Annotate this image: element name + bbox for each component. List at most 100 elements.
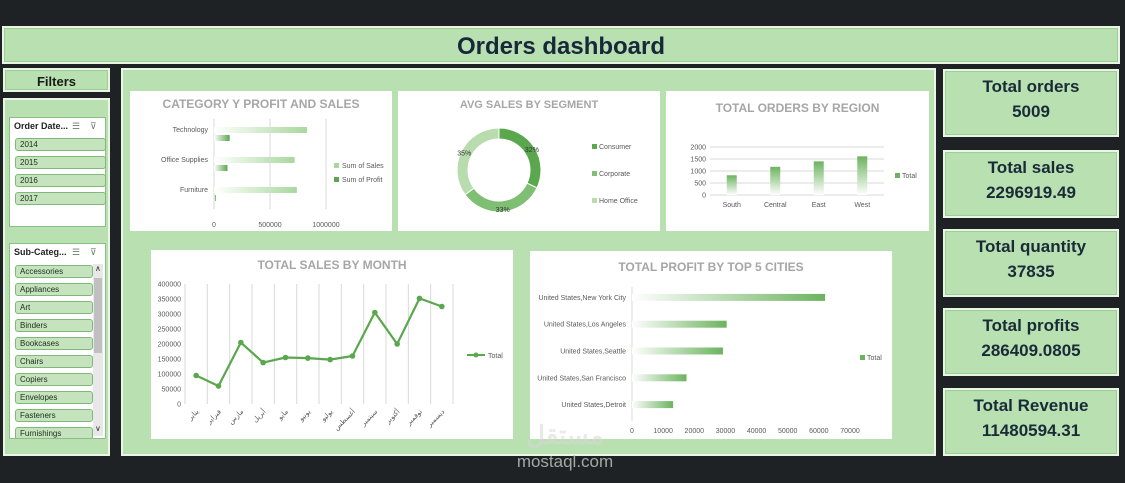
watermark-text: mostaql.com <box>516 452 614 471</box>
legend-swatch <box>334 163 339 168</box>
y-tick-label: 1000 <box>690 169 706 176</box>
y-tick-label: 0 <box>702 193 706 200</box>
cities-chart-card[interactable]: TOTAL PROFIT BY TOP 5 CITIES 0 10000 20000… <box>530 251 892 439</box>
data-point <box>372 309 378 316</box>
multi-select-icon[interactable]: ☰ <box>72 121 81 131</box>
kpi-label: Total Revenue <box>973 396 1089 415</box>
slicer-item-appliances[interactable]: Appliances <box>15 283 93 296</box>
y-tick-label: 250000 <box>158 327 181 334</box>
category-chart-title: CATEGORY Y PROFIT AND SALES <box>162 97 360 111</box>
slicer-item-2016[interactable]: 2016 <box>15 174 106 187</box>
x-tick-label: مارس <box>227 408 245 426</box>
x-tick-label: يونيو <box>297 408 312 423</box>
slicer-item-bookcases[interactable]: Bookcases <box>15 337 93 350</box>
page-title: Orders dashboard <box>456 33 666 60</box>
bar-city <box>632 374 687 382</box>
slicer-item-art[interactable]: Art <box>15 301 93 314</box>
bar-city <box>632 320 727 328</box>
clear-filter-icon[interactable]: ⊽ <box>90 121 97 131</box>
x-tick-label: Central <box>764 202 787 209</box>
legend-swatch <box>895 173 900 178</box>
bar-city <box>632 347 723 355</box>
monthly-sales-chart-card[interactable]: TOTAL SALES BY MONTH 0 50000 100000 150000 2… <box>151 250 513 439</box>
slicer-item-2017[interactable]: 2017 <box>15 192 106 205</box>
segment-chart-card[interactable]: AVG SALES BY SEGMENT 32% 33% 35% Consumer Co… <box>398 91 660 231</box>
watermark-logo: مستقل <box>526 420 604 450</box>
multi-select-icon[interactable]: ☰ <box>72 247 81 257</box>
clear-filter-icon[interactable]: ⊽ <box>90 247 97 257</box>
slicer-item-2015[interactable]: 2015 <box>15 156 106 169</box>
y-tick-label: United States,Seattle <box>560 349 626 356</box>
bar-sum-of-profit <box>214 195 217 201</box>
x-tick-label: 0 <box>212 222 216 229</box>
y-tick-label: 350000 <box>158 297 181 304</box>
bar-sum-of-profit <box>214 165 228 171</box>
y-tick-label: Office Supplies <box>161 157 208 164</box>
scroll-up-icon[interactable]: ∧ <box>95 264 101 273</box>
data-point <box>349 353 356 359</box>
x-tick-label: يوليو <box>319 408 335 424</box>
x-tick-label: 500000 <box>258 222 281 229</box>
scroll-down-icon[interactable]: ∨ <box>95 424 101 433</box>
region-chart: 0 500 1000 1500 2000 South Central East West Tota… <box>690 145 917 210</box>
kpi-value: 11480594.31 <box>981 421 1081 440</box>
x-tick-label: 20000 <box>685 428 705 435</box>
x-tick-label: 10000 <box>653 428 673 435</box>
data-point <box>282 354 289 361</box>
legend-swatch <box>592 144 597 149</box>
region-chart-card[interactable]: TOTAL ORDERS BY REGION 0 500 1000 1500 2000 S… <box>666 91 929 231</box>
data-label: 35% <box>457 150 471 157</box>
kpi-total-quantity: Total quantity 37835 <box>943 229 1119 297</box>
slicer-item-2014[interactable]: 2014 <box>15 138 106 151</box>
watermark: مستقل mostaql.com <box>470 420 660 471</box>
data-label: 32% <box>525 147 539 154</box>
kpi-value: 286409.0805 <box>981 341 1081 360</box>
x-tick-label: أكتوبر <box>382 406 402 426</box>
legend-label: Total <box>902 173 917 180</box>
bar-city <box>632 401 674 409</box>
slicer-item-envelopes[interactable]: Envelopes <box>15 391 93 404</box>
scrollbar-thumb[interactable] <box>94 278 102 353</box>
legend-label: Home Office <box>599 198 638 205</box>
cities-chart: 0 10000 20000 30000 40000 50000 60000 70000 Unit… <box>537 287 882 435</box>
bar-sum-of-profit <box>214 135 230 141</box>
category-chart: 0 500000 1000000 Technology Office Supplies F… <box>161 119 384 229</box>
y-tick-label: United States,San Francisco <box>537 375 626 382</box>
y-tick-label: 500 <box>694 181 706 188</box>
bar-region <box>813 161 824 195</box>
legend-label: Sum of Sales <box>342 163 384 170</box>
monthly-sales-chart-title: TOTAL SALES BY MONTH <box>257 258 407 272</box>
legend-label: Sum of Profit <box>342 177 383 184</box>
segment-chart-title: AVG SALES BY SEGMENT <box>459 99 599 111</box>
legend-swatch <box>592 171 597 176</box>
kpi-label: Total sales <box>987 158 1075 177</box>
data-point <box>416 295 423 302</box>
order-date-slicer: Order Date... ☰ ⊽ 2014 2015 2016 2017 <box>9 117 106 227</box>
slicer-item-fasteners[interactable]: Fasteners <box>15 409 93 422</box>
slicer-item-chairs[interactable]: Chairs <box>15 355 93 368</box>
data-point <box>260 359 266 366</box>
data-label: 33% <box>496 207 510 214</box>
slicer-item-furnishings[interactable]: Furnishings <box>15 427 93 438</box>
x-tick-label: East <box>812 202 826 209</box>
segment-chart: 32% 33% 35% Consumer Corporate Home Office <box>456 127 638 214</box>
x-tick-label: سبتمبر <box>359 408 379 428</box>
category-chart-card[interactable]: CATEGORY Y PROFIT AND SALES 0 500000 10000… <box>130 91 392 231</box>
x-tick-label: أبريل <box>250 406 268 424</box>
slicer-item-binders[interactable]: Binders <box>15 319 93 332</box>
donut-slice-home-office <box>456 127 500 196</box>
x-tick-label: 30000 <box>716 428 736 435</box>
slicer-item-copiers[interactable]: Copiers <box>15 373 93 386</box>
x-tick-label: West <box>854 202 870 209</box>
legend-marker <box>473 352 479 358</box>
data-point <box>394 341 400 347</box>
y-tick-label: 1500 <box>690 157 706 164</box>
y-tick-label: 2000 <box>690 145 706 152</box>
legend-label: Total <box>867 355 882 362</box>
x-tick-label: 50000 <box>778 428 798 435</box>
bar-sum-of-sales <box>214 127 307 133</box>
y-tick-label: United States,New York City <box>538 295 626 302</box>
slicer-scrollbar[interactable]: ∧ ∨ <box>93 264 103 436</box>
slicer-item-accessories[interactable]: Accessories <box>15 265 93 278</box>
y-tick-label: 50000 <box>162 387 182 394</box>
